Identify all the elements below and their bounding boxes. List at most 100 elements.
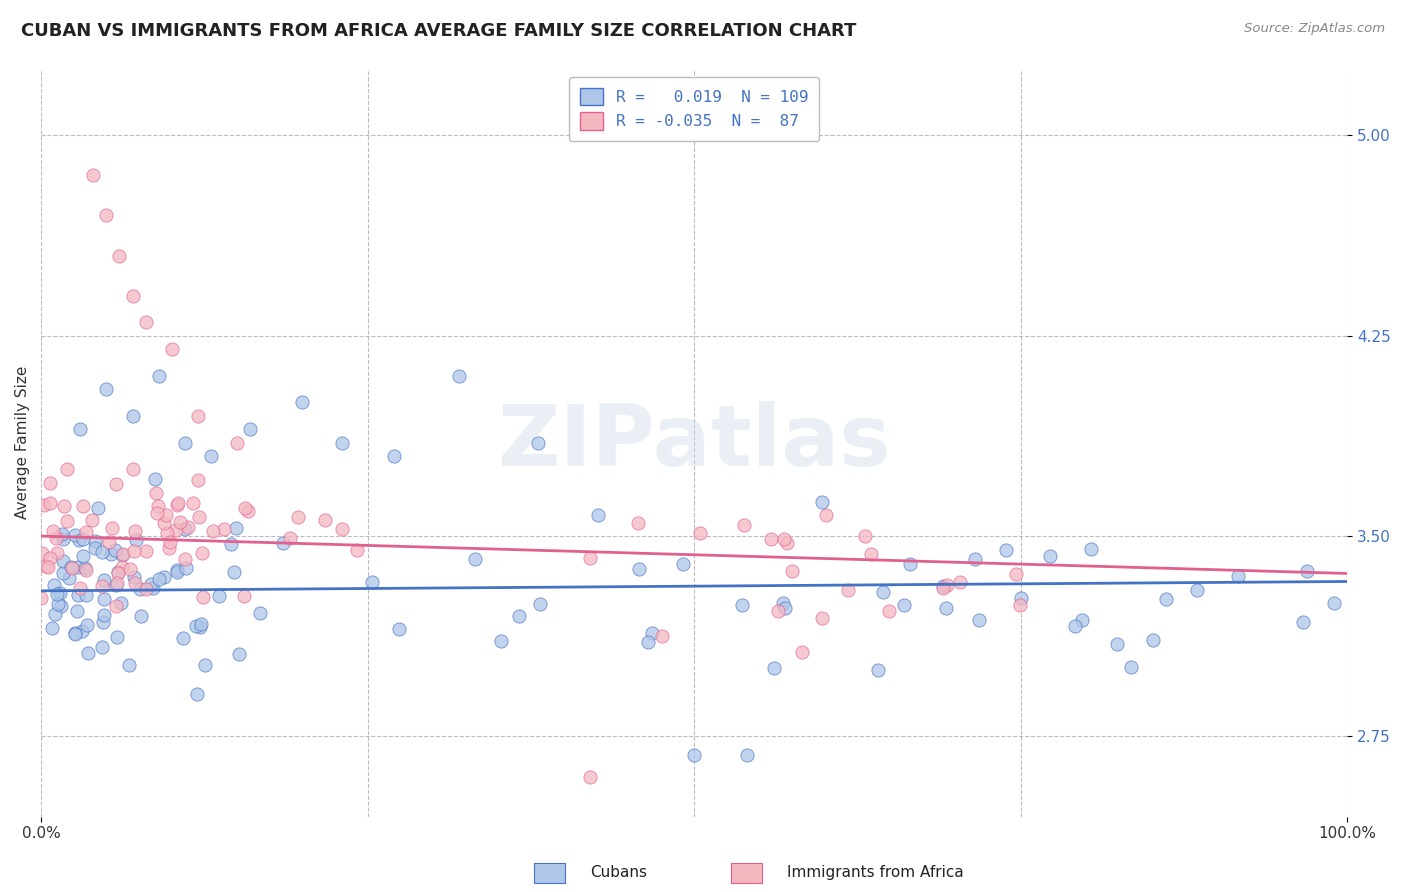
Point xyxy=(166,499,188,513)
Point xyxy=(96,209,118,223)
Point xyxy=(1226,569,1249,583)
Point xyxy=(91,640,114,655)
Point xyxy=(75,588,97,602)
Point xyxy=(104,542,127,557)
Point xyxy=(148,368,170,383)
Point xyxy=(449,368,471,383)
Point xyxy=(98,535,121,549)
Point xyxy=(49,599,72,613)
Point xyxy=(898,557,921,571)
Point xyxy=(225,521,247,535)
Point xyxy=(191,590,214,604)
Point xyxy=(627,516,650,530)
Point xyxy=(46,587,69,601)
Point xyxy=(1187,582,1209,597)
Point xyxy=(188,620,211,634)
Point xyxy=(287,509,309,524)
Point xyxy=(893,598,915,612)
Point xyxy=(108,248,131,262)
Point xyxy=(1010,591,1032,605)
Point xyxy=(55,514,77,528)
Point xyxy=(271,536,294,550)
Point xyxy=(93,608,115,623)
Point xyxy=(1005,566,1028,581)
Point xyxy=(949,574,972,589)
Point xyxy=(77,646,100,660)
Point xyxy=(37,559,59,574)
Point xyxy=(672,557,695,571)
Point xyxy=(52,566,75,580)
Point xyxy=(766,604,789,618)
Point xyxy=(236,503,259,517)
Point xyxy=(346,542,368,557)
Point xyxy=(932,579,955,593)
Point xyxy=(135,315,157,329)
Point xyxy=(188,510,211,524)
Point xyxy=(190,546,212,560)
Point xyxy=(39,496,62,510)
Point xyxy=(464,552,486,566)
Point xyxy=(187,473,209,487)
Point xyxy=(105,599,128,613)
Point xyxy=(82,169,104,183)
Point xyxy=(65,604,87,618)
Point xyxy=(637,635,659,649)
Point xyxy=(117,658,139,673)
Point xyxy=(166,566,188,580)
Point xyxy=(314,513,336,527)
Point xyxy=(1142,632,1164,647)
Text: Immigrants from Africa: Immigrants from Africa xyxy=(787,865,965,880)
Point xyxy=(46,597,69,611)
Point xyxy=(578,770,600,784)
Point xyxy=(104,578,127,592)
Point xyxy=(239,422,262,436)
Point xyxy=(55,462,77,476)
Point xyxy=(773,532,796,546)
Point xyxy=(122,462,145,476)
Point xyxy=(157,541,180,555)
Point xyxy=(105,575,128,590)
Point xyxy=(181,495,204,509)
Point xyxy=(1008,598,1031,612)
Point xyxy=(63,625,86,640)
Point xyxy=(30,591,52,605)
Point xyxy=(148,499,170,513)
Point xyxy=(84,534,107,549)
Point xyxy=(60,559,83,574)
Point xyxy=(1039,549,1062,563)
Point xyxy=(1105,637,1128,651)
Point xyxy=(186,619,208,633)
Point xyxy=(32,498,55,512)
Point xyxy=(683,748,706,763)
Point xyxy=(107,566,129,580)
Point xyxy=(31,546,53,560)
Point xyxy=(731,599,754,613)
Point xyxy=(780,564,803,578)
Point xyxy=(111,560,134,574)
Point xyxy=(53,500,76,514)
Point xyxy=(60,561,83,575)
Point xyxy=(135,582,157,596)
Point xyxy=(1064,619,1087,633)
Point xyxy=(145,486,167,500)
Point xyxy=(69,582,91,596)
Point xyxy=(142,581,165,595)
Point xyxy=(994,543,1017,558)
Point xyxy=(173,551,195,566)
Point xyxy=(121,288,143,302)
Point xyxy=(773,601,796,615)
Point xyxy=(208,589,231,603)
Point xyxy=(139,576,162,591)
Point xyxy=(100,521,122,535)
Point xyxy=(125,533,148,547)
Point xyxy=(228,647,250,661)
Point xyxy=(91,615,114,630)
Point xyxy=(200,449,222,463)
Point xyxy=(93,573,115,587)
Point xyxy=(790,645,813,659)
Point xyxy=(80,513,103,527)
Point xyxy=(776,535,799,549)
Point xyxy=(152,516,174,531)
Point xyxy=(877,604,900,618)
Point xyxy=(143,472,166,486)
